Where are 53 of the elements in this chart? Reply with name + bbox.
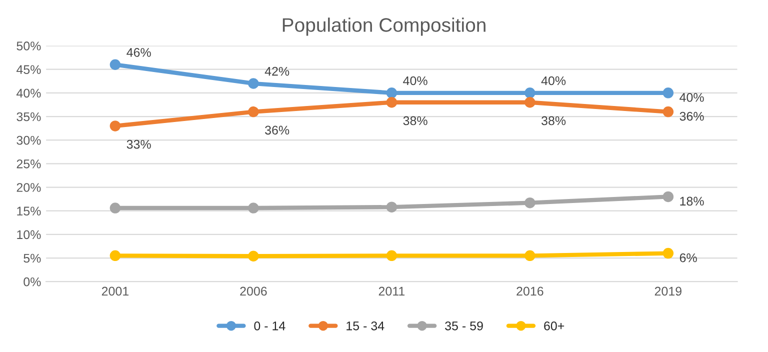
y-tick-label: 25% [16, 159, 41, 168]
data-label: 40% [541, 76, 566, 86]
y-tick-label: 0% [24, 277, 41, 286]
point [248, 202, 259, 214]
y-tick-label: 5% [24, 254, 41, 263]
point [386, 250, 398, 262]
point [386, 202, 398, 212]
point [524, 88, 536, 98]
point [110, 202, 121, 214]
point [248, 78, 259, 89]
data-label: 38% [403, 116, 428, 126]
point [248, 250, 259, 262]
chart-title: Population Composition [282, 18, 486, 36]
y-tick-label: 50% [16, 42, 41, 50]
x-tick-label: 2016 [516, 286, 544, 296]
legend-label: 35 - 59 [445, 321, 483, 330]
legend-label: 60+ [544, 321, 564, 330]
y-tick-label: 40% [16, 88, 41, 98]
y-tick-label: 15% [17, 206, 41, 216]
data-label: 42% [264, 66, 290, 76]
point [524, 250, 536, 262]
legend-label: 0 - 14 [254, 321, 286, 330]
y-tick-label: 20% [16, 183, 41, 192]
point [110, 59, 121, 70]
point [662, 191, 674, 202]
y-tick-label: 30% [16, 136, 41, 145]
point [248, 106, 259, 118]
data-label: 40% [680, 92, 704, 102]
data-label: 38% [542, 116, 566, 126]
point [524, 96, 536, 108]
x-tick-label: 2001 [102, 286, 128, 296]
point [110, 120, 121, 132]
data-label: 40% [403, 76, 428, 86]
point [386, 96, 398, 108]
data-label: 36% [680, 112, 704, 121]
data-label: 46% [126, 48, 151, 57]
point [662, 106, 674, 118]
y-tick-label: 35% [16, 112, 41, 122]
x-tick-label: 2006 [240, 286, 267, 296]
data-label: 6% [680, 253, 697, 262]
data-label: 33% [126, 140, 151, 149]
y-tick-label: 10% [17, 230, 41, 240]
x-tick-label: 2011 [378, 286, 405, 296]
legend-label: 15 - 34 [346, 321, 384, 330]
point [524, 197, 536, 208]
point [110, 250, 121, 262]
y-tick-label: 45% [16, 65, 41, 74]
x-tick-label: 2019 [654, 286, 682, 296]
data-label: 36% [265, 126, 290, 135]
point [662, 88, 674, 98]
data-label: 18% [680, 196, 704, 206]
point [386, 88, 398, 98]
point [662, 248, 674, 259]
